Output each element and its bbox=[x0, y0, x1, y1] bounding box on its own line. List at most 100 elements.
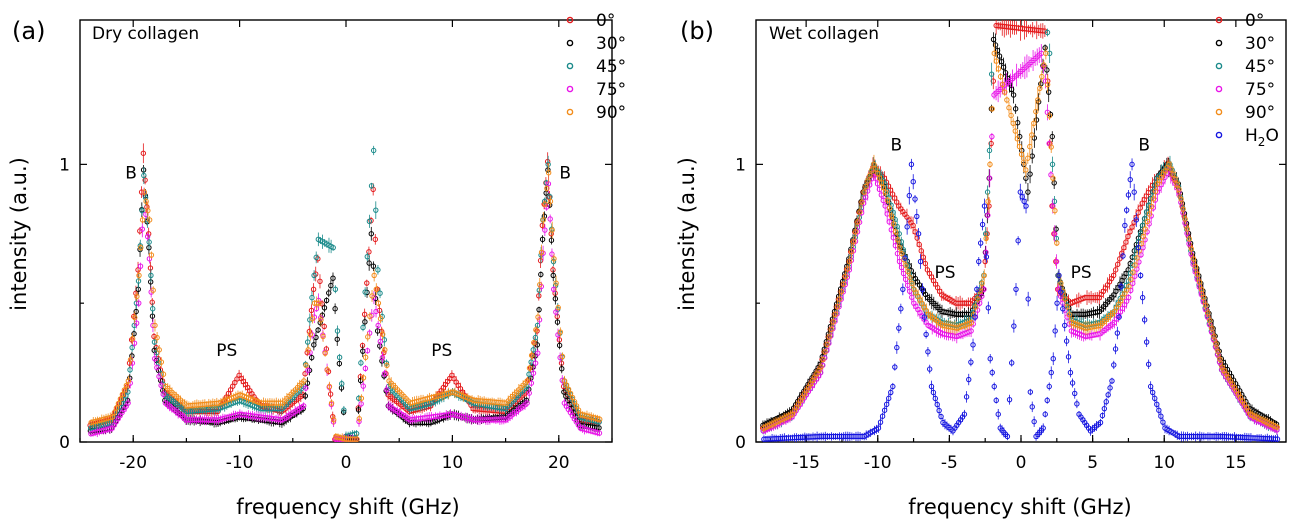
data-point bbox=[362, 365, 369, 372]
data-point bbox=[548, 237, 555, 243]
data-point bbox=[1148, 203, 1155, 210]
data-point bbox=[528, 352, 535, 359]
legend-marker bbox=[566, 108, 574, 116]
data-point bbox=[524, 400, 530, 406]
data-point bbox=[910, 222, 916, 229]
panel-b-title: Wet collagen bbox=[769, 24, 879, 44]
data-point bbox=[542, 227, 548, 233]
y-tick-label-b: 1 bbox=[735, 155, 746, 175]
data-point bbox=[535, 314, 541, 320]
x-tick-label-a: -20 bbox=[119, 453, 147, 473]
data-point bbox=[1043, 50, 1049, 57]
data-point bbox=[840, 281, 847, 287]
data-point bbox=[557, 329, 564, 335]
data-point bbox=[1046, 50, 1053, 57]
data-point bbox=[113, 405, 120, 411]
data-point bbox=[1127, 229, 1133, 235]
data-point bbox=[536, 317, 543, 323]
data-point bbox=[1027, 171, 1033, 177]
data-point bbox=[1064, 304, 1071, 310]
data-point bbox=[141, 189, 148, 195]
data-point bbox=[125, 400, 131, 406]
data-point bbox=[332, 306, 338, 312]
data-point bbox=[334, 336, 340, 342]
data-point bbox=[547, 216, 553, 222]
data-point bbox=[1027, 143, 1033, 150]
data-point bbox=[1029, 132, 1035, 138]
data-point bbox=[309, 354, 315, 361]
data-point bbox=[988, 140, 994, 147]
data-point bbox=[146, 217, 153, 223]
data-point bbox=[307, 331, 314, 337]
panel-a-label: (a) bbox=[12, 17, 45, 45]
data-point bbox=[160, 371, 167, 377]
data-point bbox=[1050, 175, 1056, 181]
data-point bbox=[975, 296, 981, 302]
data-point bbox=[857, 209, 863, 215]
data-point bbox=[127, 357, 134, 363]
data-point bbox=[1152, 188, 1159, 195]
data-point bbox=[818, 364, 824, 370]
x-tick-label-a: 0 bbox=[341, 453, 352, 473]
data-point bbox=[358, 360, 364, 366]
data-point bbox=[150, 306, 156, 312]
data-point bbox=[995, 66, 1002, 72]
data-point bbox=[549, 227, 555, 233]
data-point bbox=[313, 254, 319, 261]
data-point bbox=[1044, 67, 1050, 73]
data-point bbox=[537, 281, 543, 288]
data-point bbox=[305, 347, 311, 353]
x-tick-label-b: 5 bbox=[1087, 453, 1098, 473]
data-point bbox=[304, 349, 310, 356]
data-point bbox=[124, 397, 131, 404]
data-point bbox=[822, 349, 828, 355]
data-point bbox=[524, 378, 531, 384]
data-point bbox=[1025, 189, 1031, 195]
data-point bbox=[846, 258, 853, 265]
data-point bbox=[309, 316, 316, 322]
data-point bbox=[1033, 108, 1039, 115]
data-point bbox=[997, 73, 1004, 80]
data-point bbox=[375, 267, 381, 273]
data-point bbox=[859, 199, 865, 205]
peak-annotation-a: PS bbox=[216, 341, 237, 361]
x-tick-label-b: -15 bbox=[792, 453, 820, 473]
data-point bbox=[310, 286, 317, 293]
data-point bbox=[355, 407, 362, 413]
data-point bbox=[151, 339, 158, 345]
data-point bbox=[1044, 81, 1051, 88]
data-point bbox=[842, 273, 849, 280]
data-point bbox=[544, 158, 551, 165]
data-point bbox=[828, 326, 834, 333]
data-point bbox=[315, 327, 321, 333]
data-point bbox=[1039, 8, 1043, 12]
data-point bbox=[356, 416, 362, 422]
data-point bbox=[377, 338, 383, 345]
data-point bbox=[384, 362, 390, 369]
data-point bbox=[552, 296, 559, 302]
y-tick-label-a: 0 bbox=[59, 433, 70, 453]
x-tick-label-b: -10 bbox=[864, 453, 892, 473]
data-point bbox=[1066, 312, 1073, 318]
data-point bbox=[309, 294, 315, 301]
series-b-2 bbox=[760, 8, 1280, 435]
data-point bbox=[137, 263, 144, 269]
data-point bbox=[336, 360, 343, 367]
data-point bbox=[550, 258, 557, 265]
data-point bbox=[533, 327, 539, 333]
data-point bbox=[1044, 29, 1051, 36]
data-point bbox=[358, 395, 365, 401]
data-point bbox=[984, 189, 991, 195]
data-point bbox=[844, 266, 851, 272]
data-point bbox=[826, 334, 832, 340]
data-point bbox=[1041, 62, 1047, 68]
data-point bbox=[530, 347, 536, 353]
data-point bbox=[330, 413, 336, 420]
legend-label: 30° bbox=[596, 34, 626, 54]
data-point bbox=[535, 350, 541, 356]
data-point bbox=[160, 391, 166, 397]
data-point bbox=[132, 314, 138, 321]
data-point bbox=[538, 249, 545, 255]
data-point bbox=[989, 106, 995, 112]
data-point bbox=[836, 296, 843, 302]
